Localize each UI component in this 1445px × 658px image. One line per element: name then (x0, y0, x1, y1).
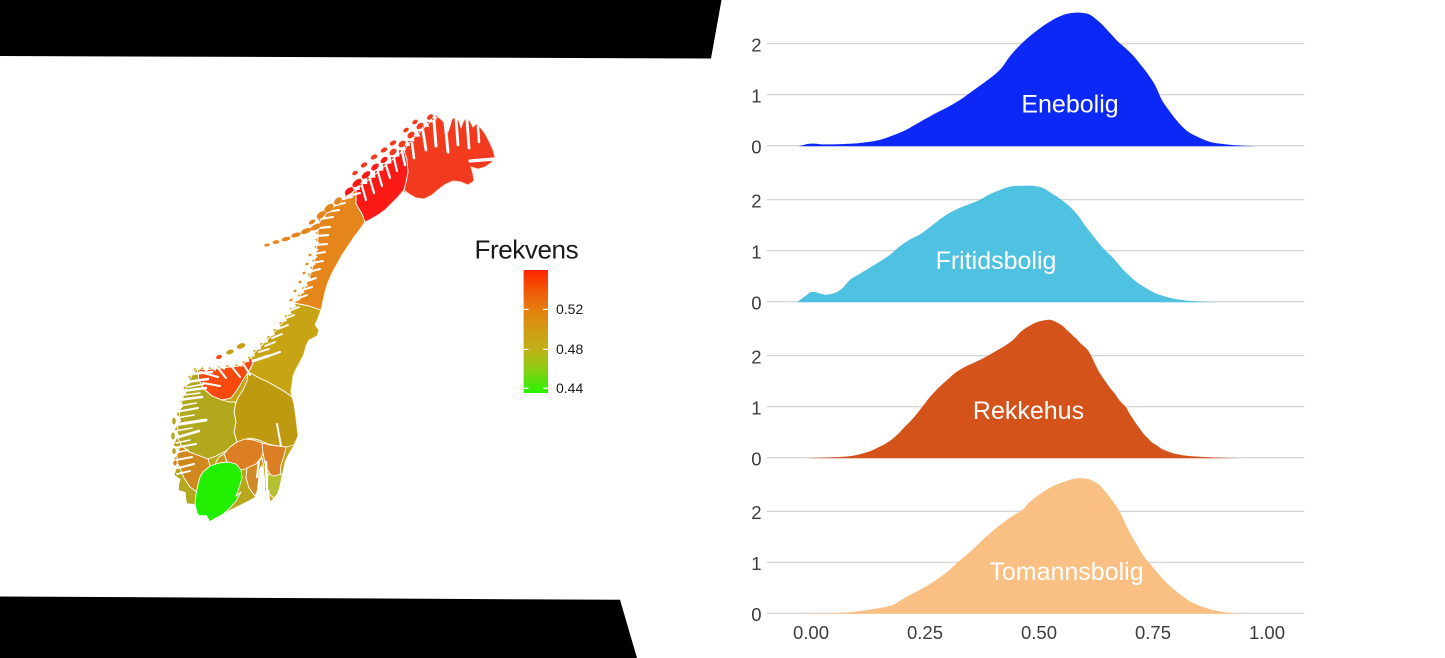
svg-text:Frekvens: Frekvens (475, 234, 579, 264)
svg-text:0: 0 (751, 293, 761, 314)
svg-text:2: 2 (751, 347, 761, 368)
svg-text:Enebolig: Enebolig (1021, 90, 1118, 118)
svg-text:1: 1 (751, 398, 761, 419)
svg-text:1: 1 (751, 242, 761, 263)
svg-text:1.00: 1.00 (1249, 622, 1285, 643)
svg-text:2: 2 (751, 35, 761, 56)
svg-text:0.75: 0.75 (1135, 622, 1171, 643)
svg-text:0: 0 (751, 604, 761, 625)
svg-text:Rekkehus: Rekkehus (973, 397, 1084, 425)
svg-text:0.52: 0.52 (556, 301, 583, 317)
svg-text:1: 1 (751, 553, 761, 574)
svg-text:1: 1 (751, 86, 761, 107)
svg-text:0.25: 0.25 (907, 622, 943, 643)
svg-text:0.44: 0.44 (556, 380, 583, 396)
svg-text:2: 2 (751, 191, 761, 212)
svg-text:Tomannsbolig: Tomannsbolig (989, 558, 1143, 586)
svg-text:0.50: 0.50 (1021, 622, 1057, 643)
svg-text:Fritidsbolig: Fritidsbolig (936, 247, 1057, 275)
svg-text:0: 0 (751, 449, 761, 470)
svg-text:2: 2 (751, 502, 761, 523)
svg-text:0.00: 0.00 (793, 622, 829, 643)
svg-text:0.48: 0.48 (556, 341, 583, 357)
svg-text:0: 0 (751, 137, 761, 158)
